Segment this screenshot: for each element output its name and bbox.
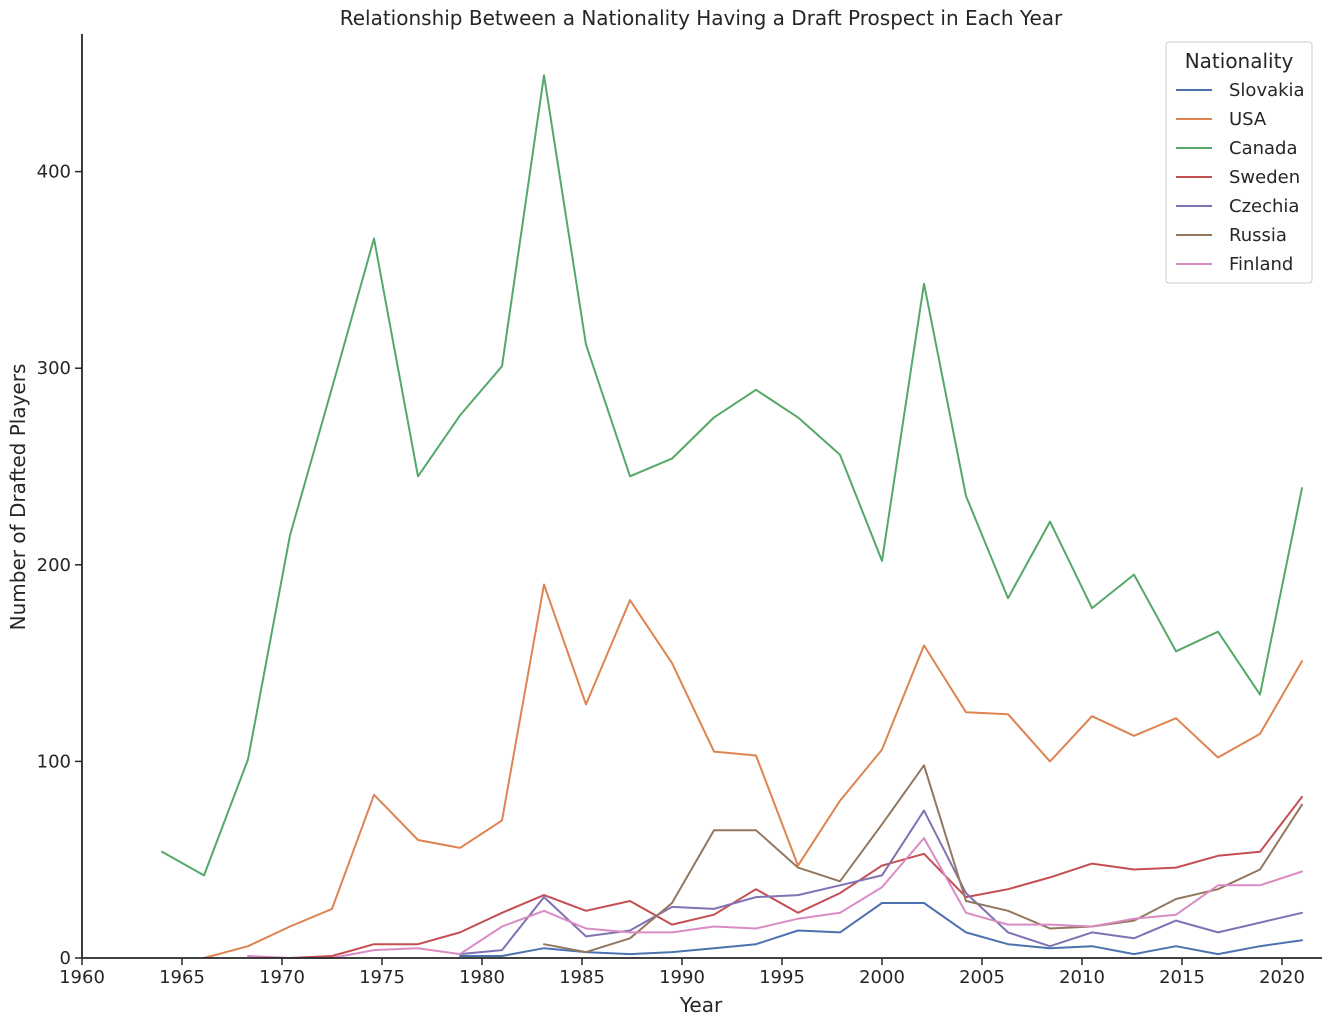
y-tick-label: 200 [37,555,71,576]
x-tick-label: 1985 [559,967,605,988]
x-tick-label: 2000 [859,967,905,988]
chart-title: Relationship Between a Nationality Havin… [340,6,1063,30]
y-tick-label: 300 [37,358,71,379]
series-line-finland [247,837,1303,959]
legend-label-usa: USA [1229,109,1267,130]
axes: 1960 1965 1970 1975 1980 1985 1990 1995 2000 2005… [37,34,1322,988]
series-line-czechia [459,809,1303,956]
x-tick-label: 2005 [959,967,1005,988]
legend: Nationality Slovakia USA Canada Sweden Czech… [1165,41,1313,284]
x-tick-label: 2020 [1259,967,1305,988]
x-tick-label: 1975 [359,967,405,988]
y-axis-label: Number of Drafted Players [6,364,30,631]
y-tick-label: 400 [37,162,71,183]
series-line-russia [543,764,1303,954]
series-line-slovakia [459,902,1303,957]
y-tick-label: 100 [37,751,71,772]
x-tick-label: 1995 [759,967,805,988]
x-tick-label: 1965 [159,967,205,988]
x-tick-label: 2015 [1159,967,1205,988]
series-layer [161,74,1303,959]
legend-label-slovakia: Slovakia [1229,80,1305,101]
y-tick-label: 0 [60,948,71,969]
series-line-usa [203,583,1303,959]
x-tick-label: 1960 [59,967,105,988]
legend-items: Slovakia USA Canada Sweden Czechia Russia Finl… [1176,80,1305,275]
series-line-sweden [289,795,1303,959]
legend-title: Nationality [1185,49,1294,73]
legend-label-russia: Russia [1229,225,1287,246]
legend-label-czechia: Czechia [1229,196,1299,217]
legend-label-sweden: Sweden [1229,167,1300,188]
legend-label-canada: Canada [1229,138,1298,159]
x-tick-label: 1980 [459,967,505,988]
legend-frame [1165,41,1313,284]
x-tick-label: 1990 [659,967,705,988]
x-axis-label: Year [679,993,723,1017]
series-line-canada [161,74,1303,877]
legend-label-finland: Finland [1229,254,1293,275]
x-tick-label: 1970 [259,967,305,988]
x-tick-label: 2010 [1059,967,1105,988]
